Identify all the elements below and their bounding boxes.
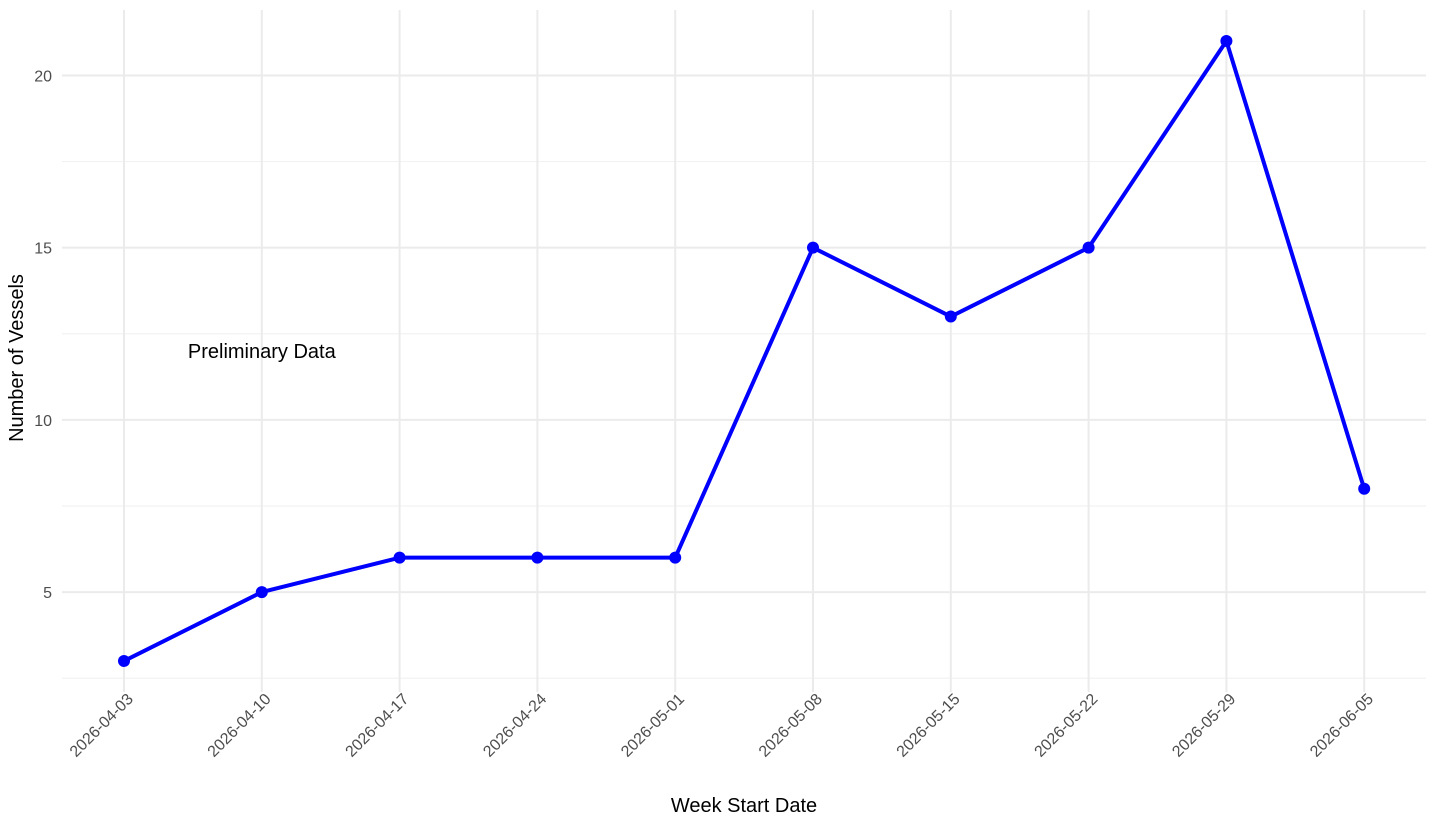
data-point — [1358, 482, 1371, 495]
series-group — [118, 35, 1371, 667]
x-tick-label: 2026-05-29 — [1169, 691, 1239, 761]
data-point — [944, 310, 957, 323]
series-line — [122, 39, 1367, 663]
data-point — [118, 655, 130, 667]
data-point — [1082, 241, 1095, 254]
x-tick-label: 2026-05-08 — [756, 691, 826, 761]
data-point — [1220, 35, 1233, 47]
x-tick-label: 2026-06-05 — [1307, 691, 1377, 761]
y-tick-label: 15 — [34, 241, 52, 258]
y-tick-label: 10 — [34, 413, 52, 430]
data-point — [531, 551, 544, 564]
x-tick-label: 2026-05-22 — [1032, 691, 1102, 761]
data-point — [255, 586, 268, 599]
x-axis-ticks: 2026-04-03 2026-04-10 2026-04-17 2026-04-24… — [67, 691, 1377, 761]
x-tick-label: 2026-04-10 — [205, 691, 275, 761]
x-tick-label: 2026-05-15 — [894, 691, 964, 761]
annotation-preliminary-data: Preliminary Data — [188, 341, 337, 363]
y-tick-label: 5 — [43, 585, 52, 602]
data-point — [393, 551, 406, 564]
y-axis-title: Number of Vessels — [6, 274, 28, 442]
x-tick-label: 2026-05-01 — [618, 691, 688, 761]
data-point — [669, 551, 682, 564]
gridlines — [62, 10, 1426, 692]
y-axis-ticks: 5 10 15 20 — [34, 68, 52, 602]
y-tick-label: 20 — [34, 68, 52, 85]
x-axis-title: Week Start Date — [671, 795, 817, 817]
x-tick-label: 2026-04-03 — [67, 691, 137, 761]
x-tick-label: 2026-04-17 — [343, 691, 413, 761]
x-tick-label: 2026-04-24 — [480, 691, 550, 761]
data-point — [807, 241, 819, 254]
